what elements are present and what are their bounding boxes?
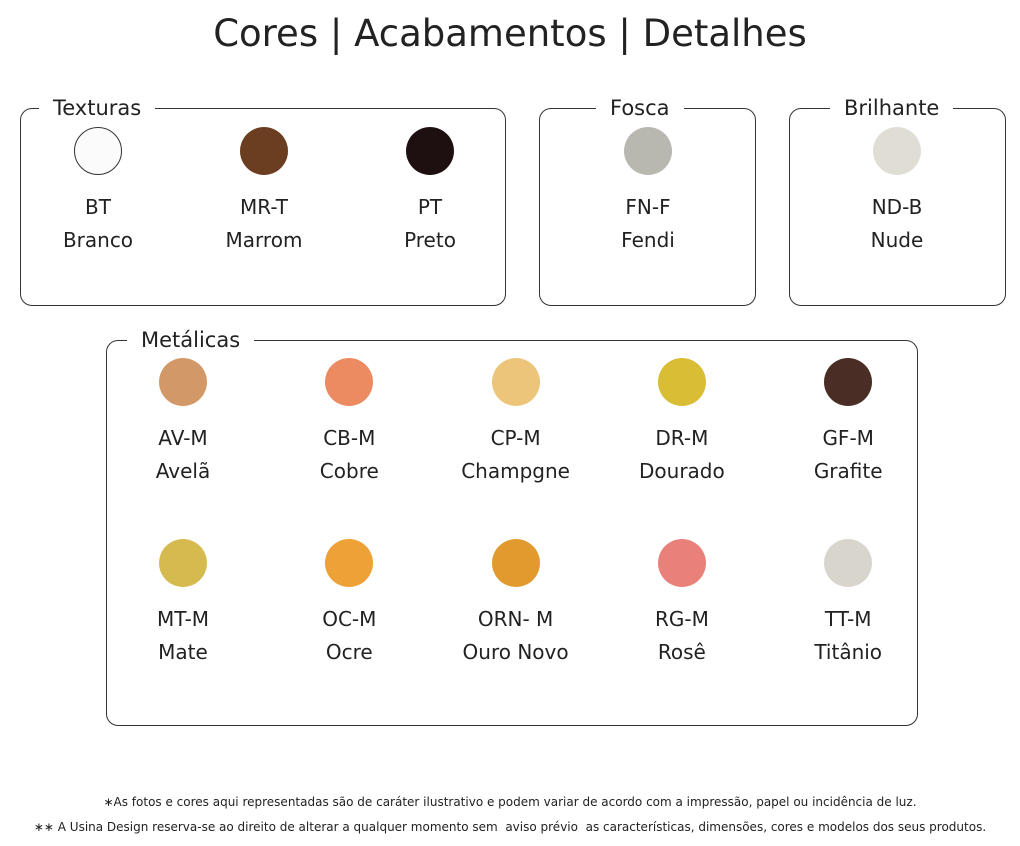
finish-name: Grafite [813, 459, 883, 483]
finish-code: BT [85, 195, 111, 219]
finish-name: Ocre [325, 640, 373, 664]
swatch [491, 539, 540, 587]
swatch [325, 539, 374, 587]
swatch-item: RG-M Rosê [602, 539, 762, 669]
finish-code: CB-M [323, 426, 376, 450]
group-label: Texturas [39, 95, 156, 121]
finish-code: RG-M [654, 607, 709, 631]
swatch-item: ND-B Nude [817, 127, 977, 257]
footnote: ∗As fotos e cores aqui representadas são… [103, 795, 917, 809]
swatch [325, 358, 374, 406]
finish-name: Marrom [225, 228, 303, 252]
swatch-item: TT-M Titânio [768, 539, 928, 669]
swatch-item: BT Branco [18, 127, 178, 257]
swatch-item: DR-M Dourado [602, 358, 762, 488]
finish-name: Branco [62, 228, 134, 252]
finish-name: Fendi [621, 228, 675, 252]
swatch-item: GF-M Grafite [768, 358, 928, 488]
title: Cores | Acabamentos | Detalhes [213, 12, 807, 55]
swatch [159, 358, 207, 406]
finish-name: Preto [404, 228, 456, 252]
swatch [74, 127, 122, 175]
finish-code: FN-F [625, 195, 671, 219]
finish-name: Titânio [814, 640, 883, 664]
finish-code: ND-B [871, 195, 923, 219]
finish-name: Champgne [461, 459, 570, 483]
swatch [873, 127, 921, 175]
swatch-item: MT-M Mate [103, 539, 263, 669]
group-box: Brilhante ND-B Nude [789, 95, 1006, 306]
swatch [491, 358, 540, 406]
finish-code: AV-M [158, 426, 208, 450]
swatch [824, 539, 873, 587]
group-box: Metálicas AV-M Avelã CB-M Cobre CP-M Champgne D… [103, 327, 918, 726]
finish-code: TT-M [824, 607, 872, 631]
swatch-item: ORN- M Ouro Novo [436, 539, 596, 669]
swatch-item: CB-M Cobre [269, 358, 429, 488]
finish-name: Dourado [639, 459, 725, 483]
swatch [624, 127, 672, 175]
swatch-item: OC-M Ocre [269, 539, 429, 669]
finish-name: Nude [870, 228, 924, 252]
group-label: Fosca [596, 95, 684, 121]
group-label: Brilhante [830, 95, 954, 121]
group-box: Fosca FN-F Fendi [539, 95, 756, 306]
finish-code: PT [417, 195, 443, 219]
finish-code: MT-M [156, 607, 210, 631]
finish-code: MR-T [240, 195, 288, 219]
swatch [657, 539, 706, 587]
group-box: Texturas BT Branco MR-T Marrom PT Preto [18, 95, 506, 306]
swatch-item: FN-F Fendi [568, 127, 728, 257]
swatch [824, 358, 873, 406]
finish-code: GF-M [822, 426, 874, 450]
finish-name: Ouro Novo [462, 640, 569, 664]
swatch-item: CP-M Champgne [436, 358, 596, 488]
swatch-item: MR-T Marrom [184, 127, 344, 257]
footnote: ∗∗ A Usina Design reserva-se ao direito … [33, 820, 987, 834]
group-label: Metálicas [127, 327, 255, 353]
finish-name: Rosê [657, 640, 706, 664]
finish-name: Mate [158, 640, 208, 664]
swatch [159, 539, 207, 587]
finish-name: Avelã [155, 459, 211, 483]
swatch-item: AV-M Avelã [103, 358, 263, 488]
swatch [406, 127, 454, 175]
finish-code: DR-M [655, 426, 709, 450]
finish-code: CP-M [490, 426, 541, 450]
swatch-item: PT Preto [350, 127, 510, 257]
swatch [657, 358, 706, 406]
swatch [240, 127, 288, 175]
finish-name: Cobre [319, 459, 379, 483]
finish-code: ORN- M [477, 607, 554, 631]
finish-code: OC-M [322, 607, 377, 631]
